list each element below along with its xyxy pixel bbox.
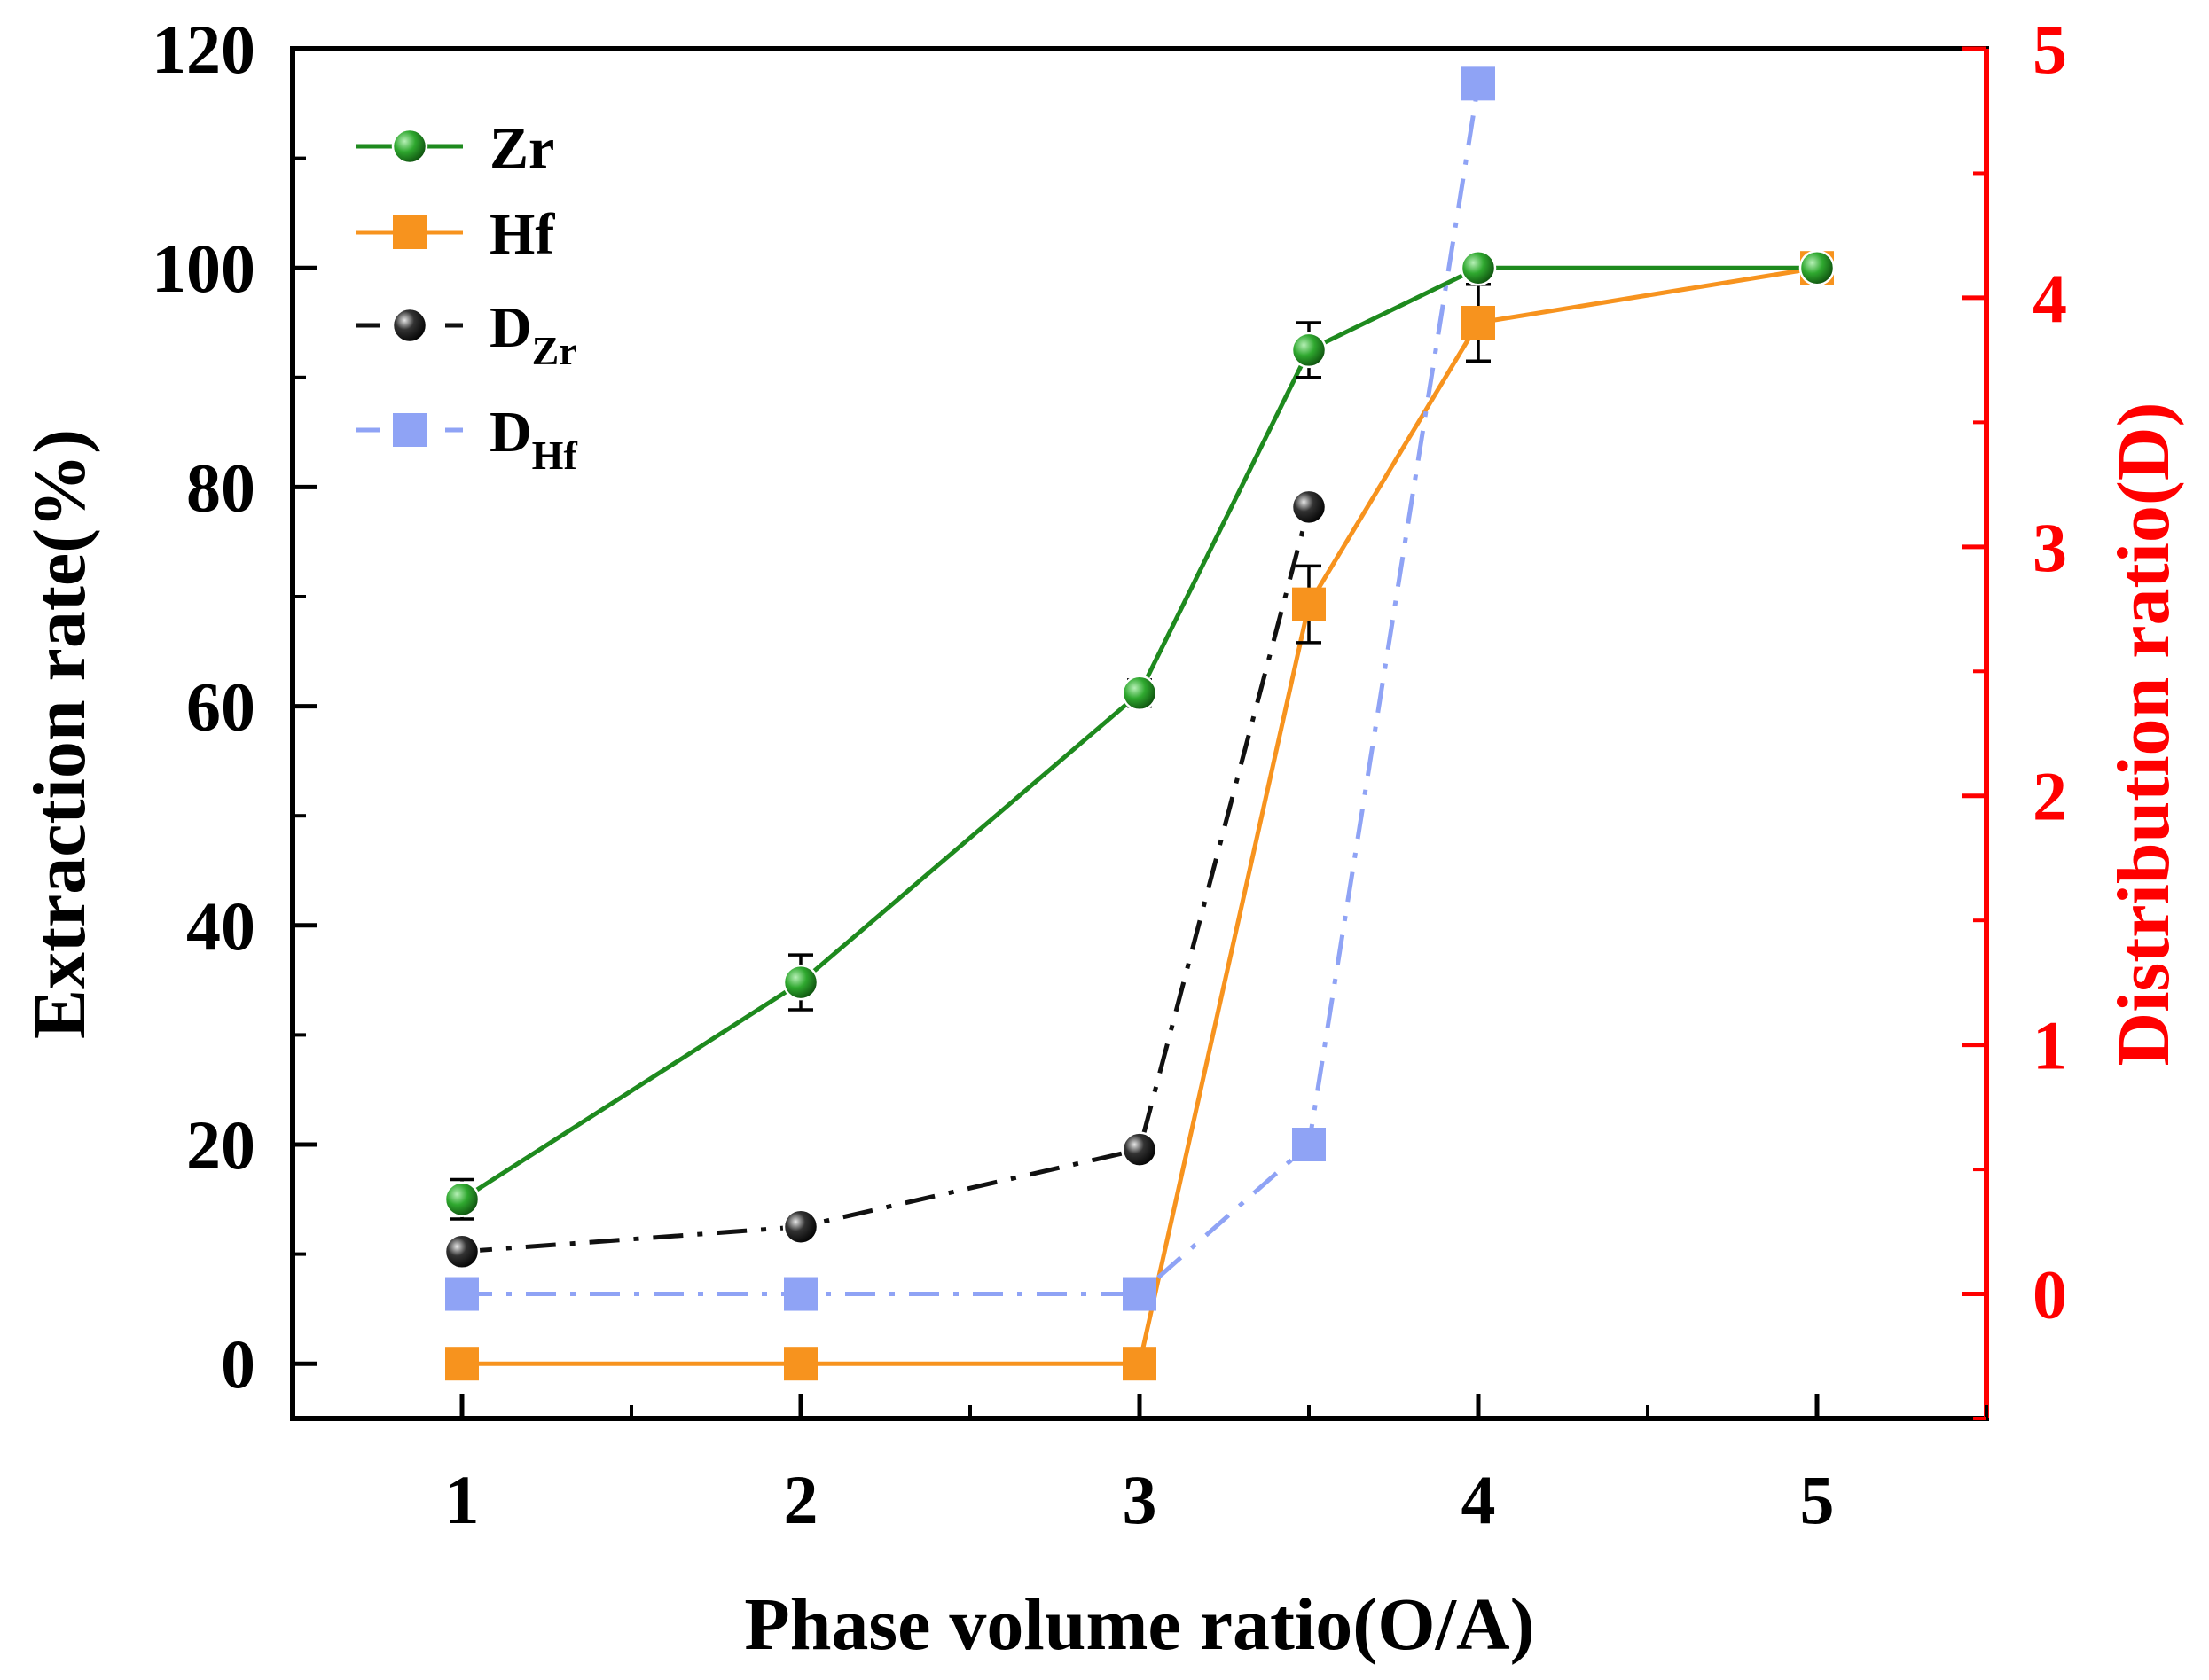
legend-item: DHf (356, 400, 577, 478)
series-d-zr (443, 488, 1328, 1270)
x-tick-label: 4 (1461, 1461, 1496, 1538)
legend-label-sub: Hf (532, 433, 578, 478)
legend-marker (393, 413, 427, 447)
data-point (445, 1347, 479, 1381)
y-tick-label: 20 (186, 1106, 255, 1184)
y-tick-label: 40 (186, 887, 255, 965)
data-point (1121, 1131, 1158, 1168)
data-point (1292, 587, 1326, 621)
legend-label-main: Zr (490, 116, 554, 181)
x-tick-label: 1 (445, 1461, 480, 1538)
y-tick-label: 0 (221, 1325, 255, 1403)
y-axis-title: Extraction rate(%) (19, 429, 101, 1039)
series-line (462, 265, 1818, 1366)
data-point (1123, 1347, 1156, 1381)
data-point (443, 1181, 481, 1218)
y-tick-label: 80 (186, 449, 255, 526)
legend-label-main: D (490, 400, 532, 465)
series-line (462, 82, 1481, 1296)
legend-label: DZr (490, 295, 577, 373)
data-point (1121, 675, 1158, 712)
y2-tick-label: 5 (2033, 11, 2067, 88)
series-line (460, 265, 1817, 1201)
y2-tick-label: 3 (2033, 509, 2067, 586)
data-point (1460, 249, 1497, 286)
legend-label: DHf (490, 400, 577, 478)
data-point (1290, 332, 1328, 369)
y2-tick-label: 4 (2033, 260, 2067, 337)
series-line (461, 506, 1312, 1254)
y-tick-label: 100 (152, 230, 255, 307)
series-d-hf (445, 66, 1495, 1311)
data-point (445, 1277, 479, 1311)
y2-tick-label: 0 (2033, 1256, 2067, 1333)
y2-axis-title: Distribution ratio(D) (2103, 402, 2185, 1067)
legend-marker (391, 128, 428, 165)
data-point (784, 1277, 818, 1311)
data-point (1292, 1128, 1326, 1161)
y2-tick-label: 1 (2033, 1007, 2067, 1084)
data-point (782, 964, 819, 1001)
x-tick-label: 3 (1123, 1461, 1157, 1538)
data-point (1290, 488, 1328, 526)
axes: 1 2 3 4 5 0 20 40 60 80 100 120 0 1 2 3 4 5 (152, 11, 2067, 1538)
data-point (784, 1347, 818, 1381)
legend-label: Hf (490, 202, 555, 267)
legend-label-sub: Zr (532, 328, 577, 373)
data-point (782, 1208, 819, 1245)
series-layer (443, 66, 1836, 1381)
x-axis-title: Phase volume ratio(O/A) (744, 1583, 1534, 1666)
x-tick-label: 5 (1800, 1461, 1835, 1538)
data-point (1123, 1277, 1156, 1311)
data-point (443, 1233, 481, 1270)
y-tick-label: 60 (186, 668, 255, 746)
legend-item: Zr (356, 116, 554, 181)
legend-label: Zr (490, 116, 554, 181)
series-zr (443, 249, 1836, 1221)
legend-marker (391, 307, 428, 344)
legend-marker (393, 215, 427, 249)
x-tick-label: 2 (784, 1461, 819, 1538)
data-point (1461, 66, 1495, 101)
legend-label-main: D (490, 295, 532, 360)
legend-item: DZr (356, 295, 577, 373)
y-tick-label: 120 (152, 11, 255, 88)
data-point (1461, 306, 1495, 340)
series-hf (445, 251, 1834, 1381)
y2-tick-label: 2 (2033, 758, 2067, 835)
legend-label-main: Hf (490, 202, 555, 267)
data-point (1798, 249, 1836, 286)
legend-item: Hf (356, 202, 555, 267)
